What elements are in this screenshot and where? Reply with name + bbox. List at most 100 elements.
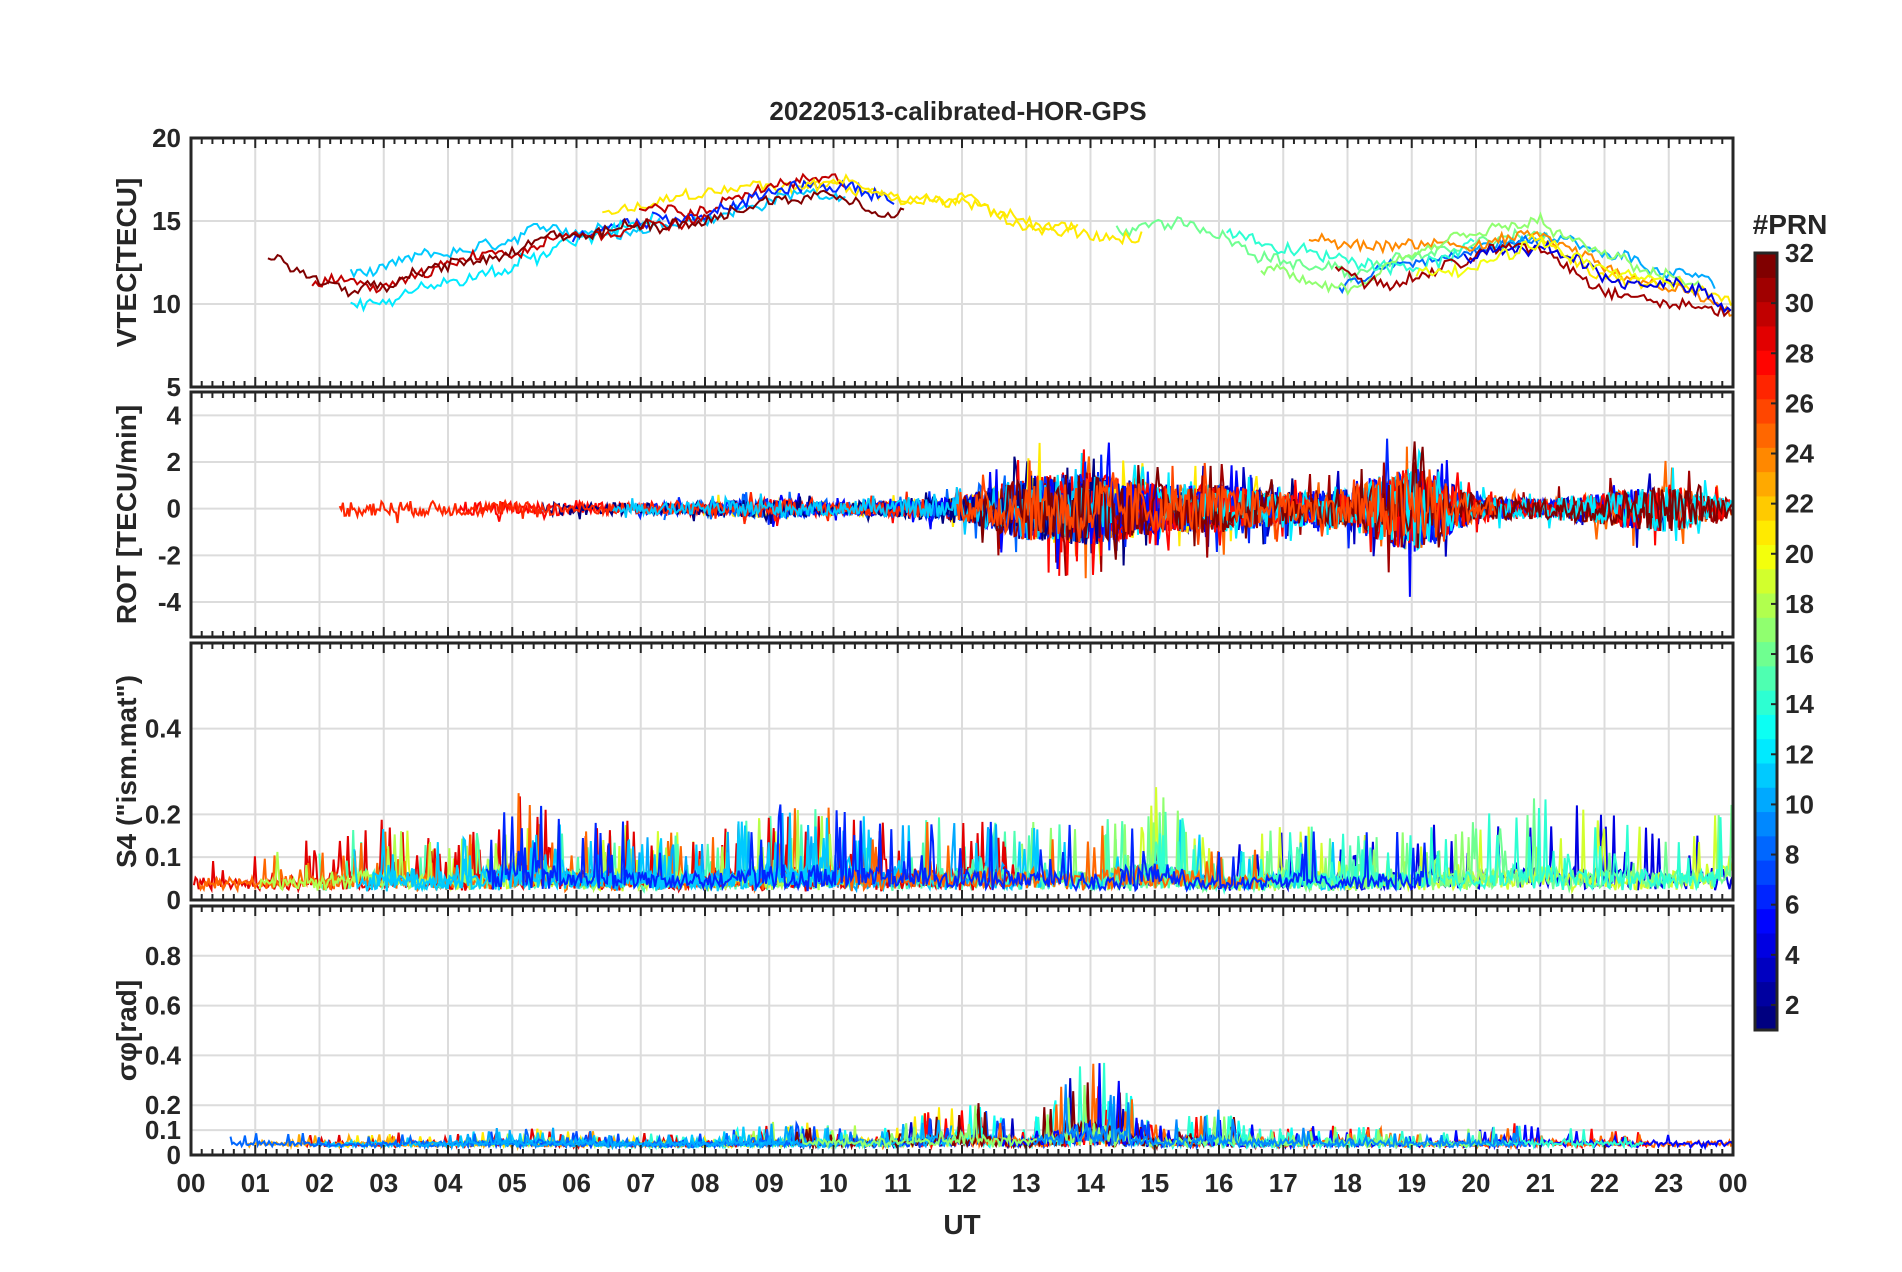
colorbar-tick-label: 4: [1785, 940, 1800, 970]
x-tick-label: 13: [1012, 1168, 1041, 1198]
y-tick-label: 0.6: [145, 991, 181, 1021]
panel-sigma_phi: 00.10.2 0.4 0.6 0.8σφ[rad]: [111, 904, 1735, 1170]
series-line-prn: [415, 1119, 953, 1151]
y-axis-label: ROT [TECU/min]: [111, 405, 142, 624]
colorbar-step: [1755, 471, 1777, 497]
colorbar-step: [1755, 835, 1777, 861]
x-tick-label: 17: [1269, 1168, 1298, 1198]
y-tick-label: 0.2: [145, 799, 181, 829]
colorbar-step: [1755, 641, 1777, 667]
x-tick-label: 14: [1076, 1168, 1105, 1198]
series-line-prn: [229, 1126, 889, 1150]
colorbar-step: [1755, 617, 1777, 643]
colorbar-step: [1755, 253, 1777, 278]
y-tick-label: 20: [152, 123, 181, 153]
colorbar-step: [1755, 957, 1777, 983]
panel-rot: -4 -2 0 2 4 ROT [TECU/min]: [111, 390, 1735, 639]
panel-vtec: 5 10 15 20 VTEC[TECU]: [111, 123, 1735, 402]
series-line-prn: [1032, 1084, 1528, 1151]
colorbar-step: [1755, 981, 1777, 1007]
colorbar-tick-label: 26: [1785, 388, 1814, 418]
figure-title: 20220513-calibrated-HOR-GPS: [769, 96, 1146, 126]
y-tick-label: 15: [152, 206, 181, 236]
colorbar-step: [1755, 325, 1777, 351]
series-line-prn: [638, 172, 846, 222]
colorbar-tick-label: 32: [1785, 238, 1814, 268]
colorbar-tick-label: 22: [1785, 489, 1814, 519]
series-group: [192, 787, 1733, 895]
panel-s4: 0 0.1 0.2 0.4S4 ("ism.mat"): [111, 641, 1735, 915]
y-tick-label: 0.1: [145, 1115, 181, 1145]
y-tick-label: 2: [167, 447, 181, 477]
colorbar-step: [1755, 762, 1777, 788]
series-line-prn: [1115, 216, 1548, 284]
series-line-prn: [571, 178, 895, 243]
y-tick-label: 0.2: [145, 1090, 181, 1120]
series-line-prn: [1463, 239, 1732, 314]
colorbar-frame: [1753, 251, 1779, 1032]
y-tick-label: 0.1: [145, 842, 181, 872]
colorbar-step: [1755, 738, 1777, 764]
colorbar-step: [1755, 884, 1777, 910]
y-tick-label: -2: [158, 540, 181, 570]
colorbar-label: #PRN: [1753, 209, 1828, 240]
x-tick-label: 09: [755, 1168, 784, 1198]
colorbar-step: [1755, 544, 1777, 570]
series-line-prn: [1149, 799, 1724, 895]
colorbar-tick-label: 16: [1785, 639, 1814, 669]
series-group: [267, 172, 1733, 318]
y-tick-label: 0.4: [145, 714, 182, 744]
series-group: [229, 1062, 1733, 1152]
colorbar-tick-label: 2: [1785, 990, 1799, 1020]
x-tick-label: 07: [626, 1168, 655, 1198]
colorbar-tick-label: 10: [1785, 789, 1814, 819]
series-line-prn: [349, 187, 846, 279]
series-line-prn: [800, 173, 1143, 246]
series-line-prn: [1470, 231, 1716, 290]
colorbar-step: [1755, 690, 1777, 715]
series-line-prn: [956, 460, 1497, 545]
colorbar-step: [1755, 350, 1777, 376]
colorbar-step: [1755, 908, 1777, 934]
series-line-prn: [312, 1126, 852, 1150]
y-tick-label: 0: [167, 494, 181, 524]
colorbar-step: [1755, 860, 1777, 885]
x-tick-label: 12: [948, 1168, 977, 1198]
colorbar-tick-label: 24: [1785, 439, 1814, 469]
x-tick-label: 00: [1719, 1168, 1748, 1198]
colorbar-tick-label: 8: [1785, 840, 1799, 870]
colorbar-step: [1755, 301, 1777, 327]
colorbar-step: [1755, 787, 1777, 813]
x-tick-label: 02: [305, 1168, 334, 1198]
colorbar-step: [1755, 811, 1777, 837]
x-tick-label: 08: [691, 1168, 720, 1198]
x-tick-label: 21: [1526, 1168, 1555, 1198]
series-line-prn: [1225, 227, 1475, 277]
y-tick-label: 4: [167, 400, 182, 430]
x-tick-label: 01: [241, 1168, 270, 1198]
colorbar-step: [1755, 568, 1777, 594]
colorbar-step: [1755, 665, 1777, 691]
y-tick-label: 0: [167, 885, 181, 915]
x-tick-label: 11: [884, 1168, 912, 1198]
colorbar-step: [1755, 374, 1777, 400]
series-line-prn: [1415, 237, 1675, 290]
colorbar-tick-label: 12: [1785, 739, 1814, 769]
colorbar-tick-label: 14: [1785, 689, 1814, 719]
colorbar-tick-label: 6: [1785, 890, 1799, 920]
colorbar-step: [1755, 447, 1777, 473]
y-tick-label: 5: [167, 372, 181, 402]
series-line-prn: [353, 824, 864, 892]
series-line-prn: [1260, 211, 1702, 296]
y-tick-label: 0: [167, 1140, 181, 1170]
x-tick-label: 10: [819, 1168, 848, 1198]
y-tick-label: 10: [152, 289, 181, 319]
x-tick-label: 00: [177, 1168, 206, 1198]
colorbar-step: [1755, 1005, 1777, 1031]
y-tick-label: 0.4: [145, 1040, 182, 1070]
x-axis: 00 01 02 03 04 05 06 07 08 09 10 11 12 13 14 15 16 17 18 19…: [177, 1168, 1748, 1240]
y-axis-label: σφ[rad]: [111, 980, 142, 1081]
